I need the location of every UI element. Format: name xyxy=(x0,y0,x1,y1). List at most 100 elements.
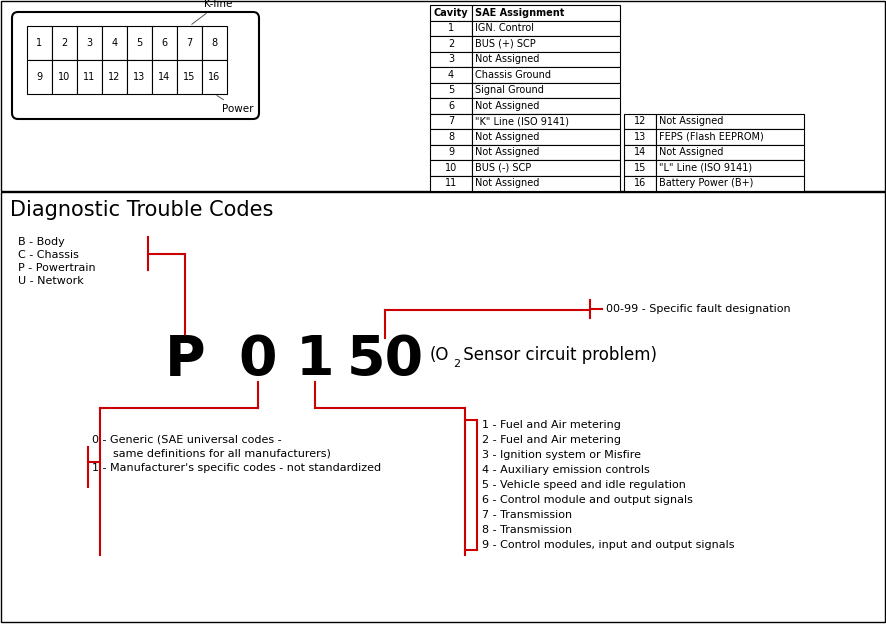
Text: 00-99 - Specific fault designation: 00-99 - Specific fault designation xyxy=(606,304,790,314)
Text: Not Assigned: Not Assigned xyxy=(659,147,723,157)
Text: Sensor circuit problem): Sensor circuit problem) xyxy=(458,346,657,364)
Text: 1 - Fuel and Air metering: 1 - Fuel and Air metering xyxy=(482,420,621,430)
Text: 6 - Control module and output signals: 6 - Control module and output signals xyxy=(482,495,693,505)
Text: 3: 3 xyxy=(87,38,92,48)
Bar xyxy=(152,60,177,94)
Bar xyxy=(27,26,52,60)
Text: 0 - Generic (SAE universal codes -: 0 - Generic (SAE universal codes - xyxy=(92,435,282,445)
Bar xyxy=(177,60,202,94)
Text: K-line: K-line xyxy=(191,0,233,24)
Bar xyxy=(472,36,620,52)
Text: 4: 4 xyxy=(112,38,118,48)
Text: 10: 10 xyxy=(58,72,71,82)
Text: 7: 7 xyxy=(186,38,192,48)
Bar xyxy=(624,160,656,175)
Text: 2: 2 xyxy=(448,39,455,49)
Text: 2: 2 xyxy=(453,359,460,369)
Text: U - Network: U - Network xyxy=(18,276,84,286)
Text: Not Assigned: Not Assigned xyxy=(475,147,540,157)
Text: 12: 12 xyxy=(108,72,120,82)
Bar xyxy=(152,26,177,60)
Text: 6: 6 xyxy=(448,100,454,110)
Text: 7: 7 xyxy=(448,116,455,126)
Text: 11: 11 xyxy=(83,72,96,82)
Text: IGN. Control: IGN. Control xyxy=(475,23,534,33)
Text: 5: 5 xyxy=(448,85,455,95)
Bar xyxy=(127,26,152,60)
Text: 1: 1 xyxy=(448,23,454,33)
Text: Not Assigned: Not Assigned xyxy=(475,132,540,142)
Text: 10: 10 xyxy=(445,163,457,173)
Bar xyxy=(430,67,472,82)
Bar xyxy=(624,175,656,191)
Bar xyxy=(430,114,472,129)
Bar xyxy=(656,114,804,129)
Bar xyxy=(624,145,656,160)
Text: Not Assigned: Not Assigned xyxy=(659,116,723,126)
Bar xyxy=(27,60,52,94)
Text: 1 - Manufacturer's specific codes - not standardized: 1 - Manufacturer's specific codes - not … xyxy=(92,463,381,473)
Bar xyxy=(472,145,620,160)
Text: B - Body: B - Body xyxy=(18,237,65,247)
Bar xyxy=(430,98,472,114)
Text: 3 - Ignition system or Misfire: 3 - Ignition system or Misfire xyxy=(482,450,641,460)
Text: 2: 2 xyxy=(61,38,67,48)
Bar xyxy=(430,52,472,67)
Text: 5 - Vehicle speed and idle regulation: 5 - Vehicle speed and idle regulation xyxy=(482,480,686,490)
Text: Battery Power (B+): Battery Power (B+) xyxy=(659,178,753,188)
Bar xyxy=(52,60,77,94)
Text: 1: 1 xyxy=(296,333,334,387)
Text: 8 - Transmission: 8 - Transmission xyxy=(482,525,572,535)
Text: 13: 13 xyxy=(134,72,145,82)
Bar xyxy=(472,5,620,21)
Bar xyxy=(472,160,620,175)
Text: 16: 16 xyxy=(633,178,646,188)
Text: 15: 15 xyxy=(183,72,196,82)
Text: "K" Line (ISO 9141): "K" Line (ISO 9141) xyxy=(475,116,569,126)
Text: same definitions for all manufacturers): same definitions for all manufacturers) xyxy=(92,449,330,459)
Bar xyxy=(430,129,472,145)
Text: 14: 14 xyxy=(159,72,171,82)
Bar xyxy=(1,192,885,622)
Bar xyxy=(624,114,656,129)
Bar xyxy=(202,60,227,94)
Bar xyxy=(52,26,77,60)
Text: Not Assigned: Not Assigned xyxy=(475,54,540,64)
Text: 1: 1 xyxy=(36,38,43,48)
Text: 9: 9 xyxy=(36,72,43,82)
Text: Chassis Ground: Chassis Ground xyxy=(475,70,551,80)
Text: Power: Power xyxy=(217,95,254,114)
Text: 9 - Control modules, input and output signals: 9 - Control modules, input and output si… xyxy=(482,540,734,550)
Text: 13: 13 xyxy=(633,132,646,142)
Bar xyxy=(472,129,620,145)
Bar xyxy=(430,21,472,36)
Text: BUS (-) SCP: BUS (-) SCP xyxy=(475,163,532,173)
Text: P - Powertrain: P - Powertrain xyxy=(18,263,96,273)
Bar xyxy=(472,67,620,82)
Bar xyxy=(77,60,102,94)
Text: 3: 3 xyxy=(448,54,454,64)
Text: Not Assigned: Not Assigned xyxy=(475,100,540,110)
Bar xyxy=(127,60,152,94)
Bar xyxy=(472,98,620,114)
Text: "L" Line (ISO 9141): "L" Line (ISO 9141) xyxy=(659,163,752,173)
Bar xyxy=(177,26,202,60)
Bar xyxy=(77,26,102,60)
Bar xyxy=(430,145,472,160)
Text: 0: 0 xyxy=(238,333,277,387)
Bar xyxy=(430,5,472,21)
Bar xyxy=(472,52,620,67)
Text: BUS (+) SCP: BUS (+) SCP xyxy=(475,39,536,49)
Bar xyxy=(202,26,227,60)
Bar xyxy=(472,114,620,129)
Bar xyxy=(1,1,885,191)
Text: 4: 4 xyxy=(448,70,454,80)
Text: 8: 8 xyxy=(448,132,454,142)
Text: 7 - Transmission: 7 - Transmission xyxy=(482,510,572,520)
Bar xyxy=(430,82,472,98)
Text: Cavity: Cavity xyxy=(433,7,469,17)
FancyBboxPatch shape xyxy=(12,12,259,119)
Text: 9: 9 xyxy=(448,147,454,157)
Bar xyxy=(656,145,804,160)
Text: Diagnostic Trouble Codes: Diagnostic Trouble Codes xyxy=(10,200,274,220)
